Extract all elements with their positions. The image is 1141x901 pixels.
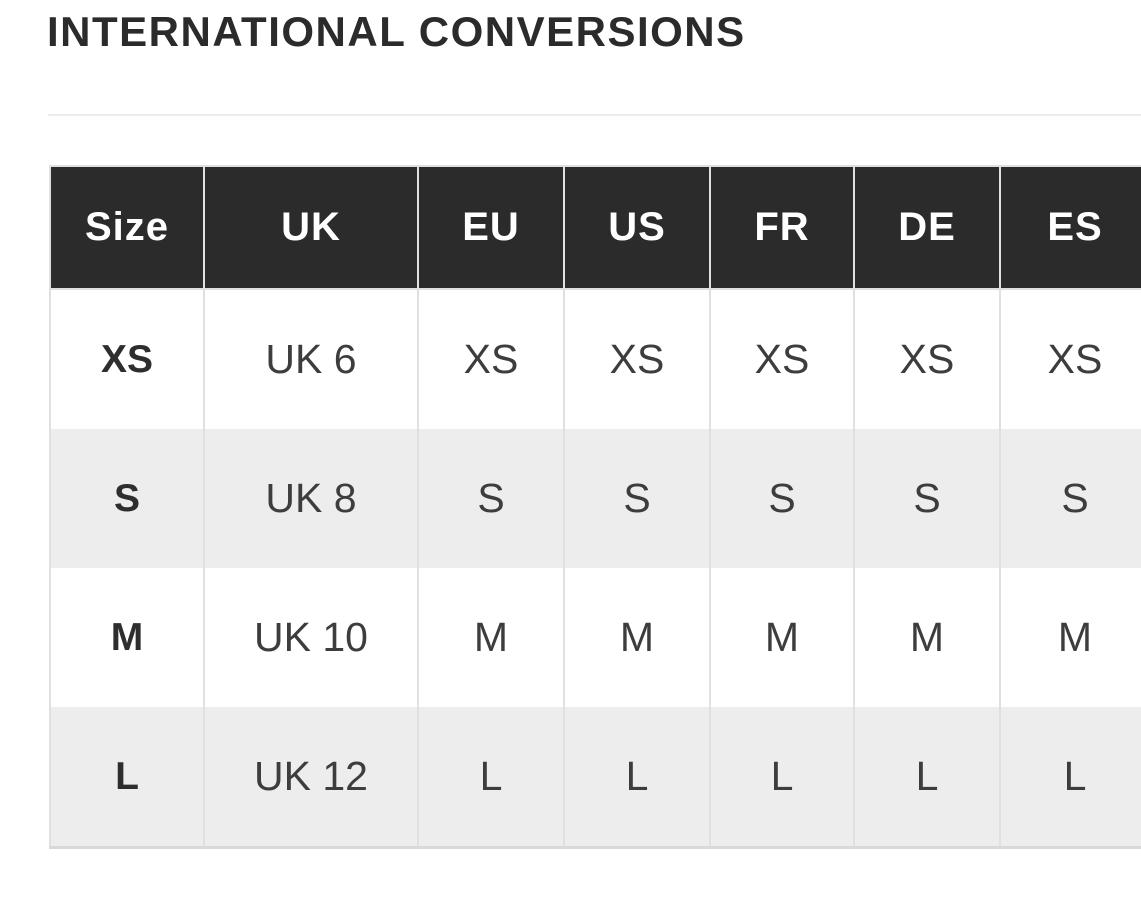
table-cell-eu: M (417, 568, 565, 708)
table-cell-de: L (853, 707, 1001, 848)
title-divider (48, 114, 1141, 117)
table-cell-us: XS (563, 289, 711, 430)
table-cell-de: M (853, 568, 1001, 708)
table-cell-uk: UK 12 (203, 707, 419, 848)
table-header-row: Size UK EU US FR DE ES (49, 166, 1141, 291)
row-label-cell: M (49, 568, 205, 708)
table-cell-uk: UK 8 (203, 429, 419, 569)
table-row-xs: XS UK 6 XS XS XS XS XS (49, 289, 1141, 430)
row-label-cell: L (49, 707, 205, 848)
table-cell-fr: M (709, 568, 855, 708)
table-cell-es: L (999, 707, 1141, 848)
table-cell-us: S (563, 429, 711, 569)
table-cell-eu: L (417, 707, 565, 848)
table-cell-fr: L (709, 707, 855, 848)
table-row-m: M UK 10 M M M M M (49, 568, 1141, 708)
column-header-size: Size (49, 166, 205, 291)
international-conversions-table: Size UK EU US FR DE ES XS UK 6 XS XS XS … (49, 165, 1141, 850)
column-header-de: DE (853, 166, 1001, 291)
column-header-es: ES (999, 166, 1141, 291)
table-row-s: S UK 8 S S S S S (49, 429, 1141, 569)
table-cell-eu: S (417, 429, 565, 569)
table-cell-de: S (853, 429, 1001, 569)
column-header-us: US (563, 166, 711, 291)
table-cell-us: L (563, 707, 711, 848)
column-header-uk: UK (203, 166, 419, 291)
table-cell-es: S (999, 429, 1141, 569)
table-cell-es: XS (999, 289, 1141, 430)
column-header-fr: FR (709, 166, 855, 291)
column-header-eu: EU (417, 166, 565, 291)
table-cell-us: M (563, 568, 711, 708)
table-cell-fr: XS (709, 289, 855, 430)
row-label-cell: S (49, 429, 205, 569)
table-cell-de: XS (853, 289, 1001, 430)
table-cell-uk: UK 10 (203, 568, 419, 708)
table-row-l: L UK 12 L L L L L (49, 707, 1141, 848)
page-title: INTERNATIONAL CONVERSIONS (47, 8, 746, 55)
table-cell-fr: S (709, 429, 855, 569)
table-cell-eu: XS (417, 289, 565, 430)
table-cell-uk: UK 6 (203, 289, 419, 430)
size-table-scroll-region[interactable]: Size UK EU US FR DE ES XS UK 6 XS XS XS … (49, 165, 1141, 850)
table-cell-es: M (999, 568, 1141, 708)
row-label-cell: XS (49, 289, 205, 430)
